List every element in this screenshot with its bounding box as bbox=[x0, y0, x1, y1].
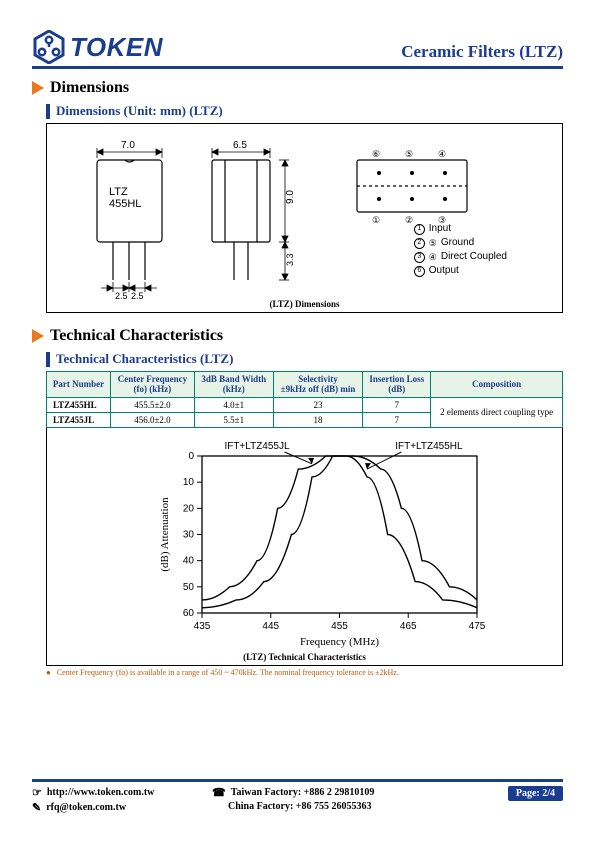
pin-legend: 1Input 2⑤Ground 3④Direct Coupled 6Output bbox=[414, 222, 507, 278]
sub-head-dimensions: Dimensions (Unit: mm) (LTZ) bbox=[46, 103, 563, 119]
svg-text:④: ④ bbox=[438, 149, 446, 159]
svg-text:60: 60 bbox=[183, 608, 195, 619]
svg-text:455: 455 bbox=[331, 621, 348, 632]
col-bw: 3dB Band Width (kHz) bbox=[194, 372, 273, 398]
svg-text:0: 0 bbox=[188, 451, 194, 462]
svg-text:②: ② bbox=[405, 215, 413, 225]
footer-taiwan: ☎Taiwan Factory: +886 2 29810109 bbox=[212, 786, 508, 799]
dimensions-figure: LTZ 455HL 7.0 2.5 bbox=[46, 123, 563, 313]
svg-text:475: 475 bbox=[469, 621, 486, 632]
svg-text:20: 20 bbox=[183, 504, 195, 515]
svg-text:(dB) Attenuation: (dB) Attenuation bbox=[159, 497, 171, 572]
footer-china: China Factory: +86 755 26055363 bbox=[212, 801, 508, 812]
svg-text:IFT+LTZ455HL: IFT+LTZ455HL bbox=[395, 441, 463, 452]
col-comp: Composition bbox=[431, 372, 563, 398]
footnote: ● Center Frequency (fo) is available in … bbox=[46, 668, 563, 677]
svg-text:①: ① bbox=[372, 215, 380, 225]
triangle-icon bbox=[32, 329, 44, 343]
logo-icon bbox=[32, 30, 66, 64]
svg-text:455HL: 455HL bbox=[109, 198, 141, 210]
svg-text:465: 465 bbox=[400, 621, 417, 632]
composition-cell: 2 elements direct coupling type bbox=[431, 397, 563, 428]
svg-text:445: 445 bbox=[262, 621, 279, 632]
header: TOKEN Ceramic Filters (LTZ) bbox=[32, 30, 563, 64]
brand-name: TOKEN bbox=[70, 32, 163, 63]
sub-title: Technical Characteristics (LTZ) bbox=[56, 351, 233, 367]
svg-text:⑥: ⑥ bbox=[372, 149, 380, 159]
hand-icon: ☞ bbox=[32, 786, 42, 799]
sub-bar bbox=[46, 104, 50, 119]
svg-text:7.0: 7.0 bbox=[121, 140, 135, 151]
footer: ☞http://www.token.com.tw ✎rfq@token.com.… bbox=[32, 779, 563, 816]
svg-text:9.0: 9.0 bbox=[285, 190, 296, 204]
bullet-icon: ● bbox=[46, 668, 51, 677]
spec-table: Part Number Center Frequency (fo) (kHz) … bbox=[46, 371, 563, 428]
pen-icon: ✎ bbox=[32, 801, 41, 814]
svg-text:⑤: ⑤ bbox=[405, 149, 413, 159]
sub-head-tech: Technical Characteristics (LTZ) bbox=[46, 351, 563, 367]
section-dimensions-head: Dimensions bbox=[32, 79, 563, 97]
svg-text:50: 50 bbox=[183, 582, 195, 593]
document-title: Ceramic Filters (LTZ) bbox=[401, 42, 563, 62]
svg-text:435: 435 bbox=[194, 621, 211, 632]
svg-text:IFT+LTZ455JL: IFT+LTZ455JL bbox=[224, 441, 290, 452]
page-badge: Page: 2/4 bbox=[508, 786, 563, 801]
brand-logo: TOKEN bbox=[32, 30, 163, 64]
col-sel: Selectivity ±9kHz off (dB) min bbox=[273, 372, 363, 398]
svg-text:6.5: 6.5 bbox=[233, 140, 247, 151]
sub-title: Dimensions (Unit: mm) (LTZ) bbox=[56, 103, 223, 119]
phone-icon: ☎ bbox=[212, 786, 226, 799]
section-title: Technical Characteristics bbox=[50, 327, 223, 345]
dimensions-drawing: LTZ 455HL 7.0 2.5 bbox=[57, 130, 557, 305]
section-tech-head: Technical Characteristics bbox=[32, 327, 563, 345]
col-il: Insertion Loss (dB) bbox=[363, 372, 431, 398]
footer-url: ☞http://www.token.com.tw bbox=[32, 786, 212, 799]
attenuation-chart: 0 10 20 30 40 50 60 435 445 455 465 475 Frequency (M… bbox=[47, 428, 562, 660]
footer-email: ✎rfq@token.com.tw bbox=[32, 801, 212, 814]
chart-figure: 0 10 20 30 40 50 60 435 445 455 465 475 Frequency (M… bbox=[46, 428, 563, 666]
sub-bar bbox=[46, 352, 50, 367]
svg-text:10: 10 bbox=[183, 478, 195, 489]
svg-text:30: 30 bbox=[183, 530, 195, 541]
svg-text:40: 40 bbox=[183, 556, 195, 567]
col-part: Part Number bbox=[47, 372, 111, 398]
triangle-icon bbox=[32, 81, 44, 95]
col-cf: Center Frequency (fo) (kHz) bbox=[110, 372, 194, 398]
footer-rule bbox=[32, 779, 563, 782]
chart-caption: (LTZ) Technical Characteristics bbox=[47, 652, 562, 662]
dimensions-caption: (LTZ) Dimensions bbox=[47, 299, 562, 309]
svg-text:3.3: 3.3 bbox=[285, 253, 295, 266]
table-row: LTZ455HL 455.5±2.0 4.0±1 23 7 2 elements… bbox=[47, 397, 563, 412]
svg-text:LTZ: LTZ bbox=[109, 186, 128, 198]
svg-text:Frequency (MHz): Frequency (MHz) bbox=[300, 636, 379, 648]
table-header-row: Part Number Center Frequency (fo) (kHz) … bbox=[47, 372, 563, 398]
section-title: Dimensions bbox=[50, 79, 129, 97]
header-rule bbox=[32, 66, 563, 69]
footnote-text: Center Frequency (fo) is available in a … bbox=[57, 668, 399, 677]
